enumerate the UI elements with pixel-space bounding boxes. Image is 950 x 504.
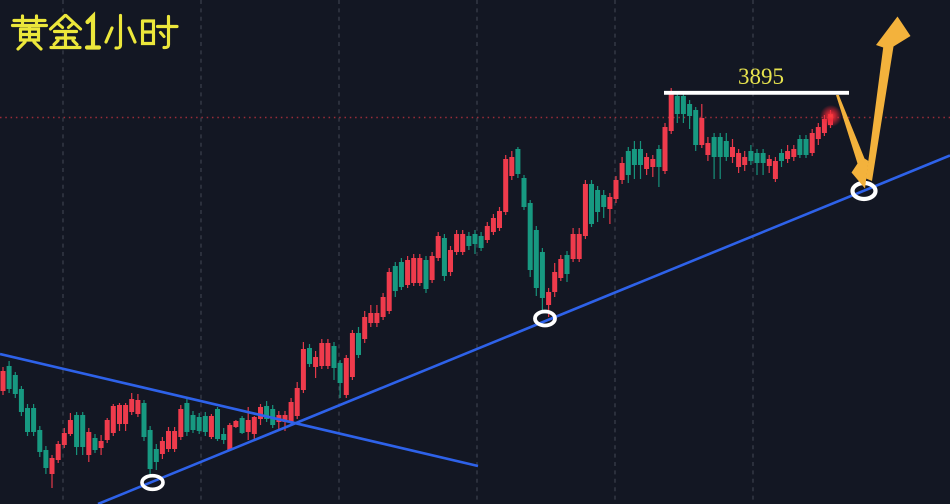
svg-text:3895: 3895 [738, 64, 784, 89]
